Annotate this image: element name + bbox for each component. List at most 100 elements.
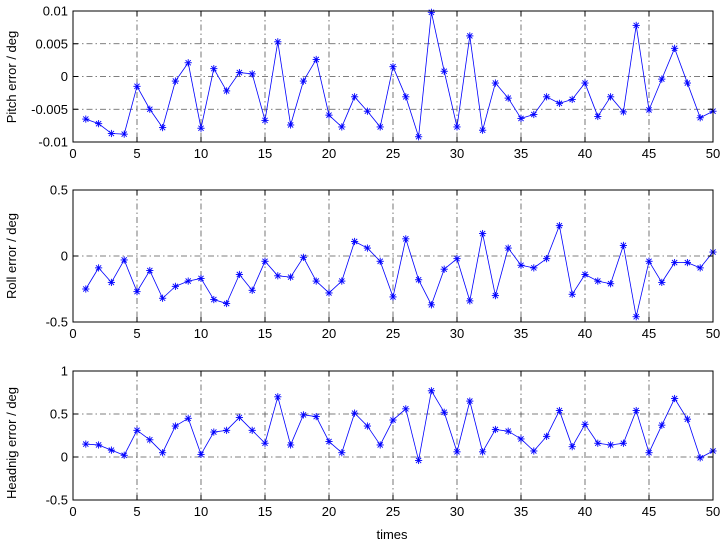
roll-line-segment [482, 233, 496, 296]
heading-line-segment [187, 418, 202, 455]
pitch-xtick-label: 30 [450, 146, 464, 161]
heading-error-ylabel: Headnig error / deg [4, 387, 19, 499]
heading-data-point [530, 447, 538, 455]
roll-data-point [402, 235, 410, 243]
roll-data-point [312, 277, 320, 285]
heading-data-point [632, 406, 640, 415]
heading-data-point [274, 393, 282, 401]
pitch-xtick-label: 40 [578, 146, 592, 161]
pitch-line-segment [264, 41, 279, 121]
heading-data-point [82, 440, 90, 448]
heading-data-point [517, 435, 525, 443]
roll-data-point [351, 237, 359, 246]
roll-data-point [274, 272, 282, 280]
heading-ytick-label: 1 [61, 364, 68, 379]
roll-data-point [210, 295, 218, 304]
heading-line-segment [162, 425, 176, 453]
pitch-data-point [517, 114, 525, 123]
heading-data-point [159, 449, 167, 457]
pitch-data-point [466, 32, 474, 40]
pitch-xtick-label: 10 [194, 146, 208, 161]
roll-data-point [543, 255, 551, 263]
roll-data-point [504, 244, 512, 252]
roll-data-point [696, 264, 704, 272]
roll-data-point [95, 264, 103, 272]
roll-line-segment [303, 257, 317, 282]
roll-data-point [555, 222, 563, 230]
heading-line-segment [290, 414, 304, 446]
pitch-data-point [248, 70, 256, 78]
roll-xtick-label: 10 [194, 326, 208, 341]
heading-data-point [491, 425, 499, 434]
roll-line-segment [341, 241, 355, 282]
pitch-line-segment [507, 97, 522, 119]
pitch-line-segment [546, 96, 560, 104]
heading-line-segment [277, 396, 291, 446]
heading-line-segment [98, 444, 112, 451]
heading-data-point [107, 446, 115, 454]
roll-line-segment [495, 247, 509, 296]
roll-data-point [82, 285, 90, 293]
pitch-data-point [274, 38, 282, 46]
heading-data-point [261, 439, 269, 447]
roll-data-point [107, 278, 115, 286]
heading-data-point [184, 414, 192, 422]
heading-data-point [235, 413, 243, 422]
heading-xtick-label: 50 [706, 504, 720, 519]
pitch-data-point [530, 110, 538, 119]
roll-data-point [235, 270, 243, 279]
heading-data-point [415, 456, 423, 465]
heading-data-point [543, 432, 551, 440]
pitch-data-point [555, 99, 563, 107]
roll-data-point [197, 274, 205, 283]
pitch-data-point [146, 105, 154, 113]
pitch-line-segment [418, 12, 432, 137]
heading-line-segment [123, 430, 138, 456]
roll-line-segment [623, 245, 637, 317]
roll-line-segment [584, 274, 598, 282]
pitch-line-segment [431, 12, 445, 72]
roll-data-point [261, 257, 269, 265]
heading-data-point [312, 412, 320, 421]
heading-line-segment [405, 408, 419, 461]
roll-xtick-label: 5 [133, 326, 140, 341]
heading-xtick-label: 10 [194, 504, 208, 519]
roll-xtick-label: 45 [642, 326, 656, 341]
heading-data-point [376, 441, 384, 449]
roll-line-segment [456, 258, 471, 301]
pitch-line-segment [520, 114, 534, 119]
roll-xtick-label: 25 [386, 326, 400, 341]
roll-ytick-label: 0.5 [50, 183, 68, 198]
pitch-line-segment [597, 96, 611, 117]
pitch-xtick-label: 5 [133, 146, 140, 161]
roll-line-segment [379, 261, 394, 298]
pitch-xtick-label: 45 [642, 146, 656, 161]
heading-data-point [133, 426, 141, 434]
pitch-line-segment [648, 78, 663, 111]
heading-line-segment [418, 390, 432, 461]
pitch-data-point [504, 94, 512, 102]
heading-ytick-label: -0.5 [46, 493, 68, 508]
heading-data-point [171, 422, 179, 430]
heading-line-segment [559, 410, 573, 447]
roll-line-segment [354, 241, 368, 249]
heading-data-point [197, 450, 205, 459]
pitch-data-point [543, 93, 551, 101]
roll-data-point [658, 278, 666, 286]
heading-line-segment [367, 425, 381, 446]
roll-xtick-label: 0 [69, 326, 76, 341]
pitch-data-point [223, 87, 231, 95]
pitch-error-ylabel: Pitch error / deg [4, 31, 19, 124]
roll-data-point [581, 270, 589, 279]
pitch-xtick-label: 20 [322, 146, 336, 161]
pitch-data-point [645, 106, 653, 114]
pitch-line-segment [379, 66, 394, 128]
pitch-ytick-label: 0.005 [35, 36, 68, 51]
pitch-data-point [261, 116, 269, 124]
roll-data-point [223, 299, 231, 308]
pitch-data-point [440, 67, 448, 75]
pitch-line-segment [443, 71, 458, 128]
roll-data-point [568, 290, 576, 298]
heading-error-panel: 0 5 10 15 20 25 30 35 40 45 50-0.500.51 [46, 364, 721, 520]
heading-line-segment [469, 401, 483, 452]
